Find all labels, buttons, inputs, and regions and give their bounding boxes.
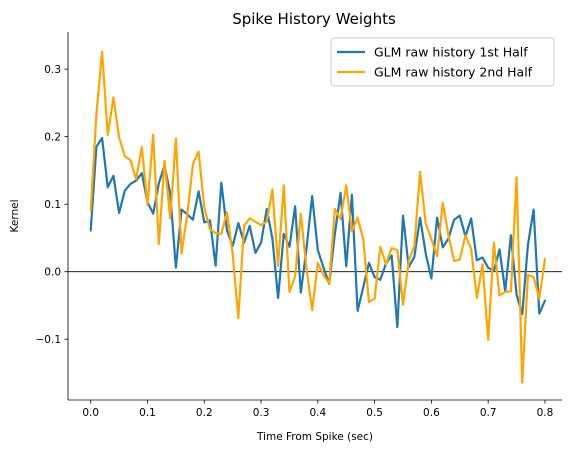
y-tick-label: 0.2 xyxy=(44,132,61,144)
legend-label-2: GLM raw history 2nd Half xyxy=(374,65,533,80)
y-tick-label: 0.3 xyxy=(44,64,61,76)
series-group xyxy=(91,52,545,383)
x-tick-label: 0.2 xyxy=(196,407,213,419)
x-tick-label: 0.1 xyxy=(139,407,156,419)
y-tick-label: −0.1 xyxy=(36,334,62,346)
legend-label-1: GLM raw history 1st Half xyxy=(374,45,528,60)
x-tick-label: 0.8 xyxy=(537,407,554,419)
x-ticks: 0.0 0.1 0.2 0.3 0.4 0.5 0.6 0.7 0.8 xyxy=(82,400,553,419)
x-tick-label: 0.4 xyxy=(309,407,326,419)
series-line-2 xyxy=(91,52,545,383)
legend: GLM raw history 1st Half GLM raw history … xyxy=(331,38,554,86)
x-tick-label: 0.6 xyxy=(423,407,440,419)
y-ticks: −0.1 0.0 0.1 0.2 0.3 xyxy=(36,64,69,346)
x-tick-label: 0.3 xyxy=(253,407,270,419)
y-tick-label: 0.1 xyxy=(44,199,61,211)
y-axis-label: Kernel xyxy=(9,200,21,233)
x-tick-label: 0.0 xyxy=(82,407,99,419)
plot-area xyxy=(68,52,562,383)
x-axis-label: Time From Spike (sec) xyxy=(256,431,373,443)
x-tick-label: 0.5 xyxy=(366,407,383,419)
y-tick-label: 0.0 xyxy=(44,267,61,279)
chart-title: Spike History Weights xyxy=(232,10,396,28)
x-tick-label: 0.7 xyxy=(480,407,497,419)
